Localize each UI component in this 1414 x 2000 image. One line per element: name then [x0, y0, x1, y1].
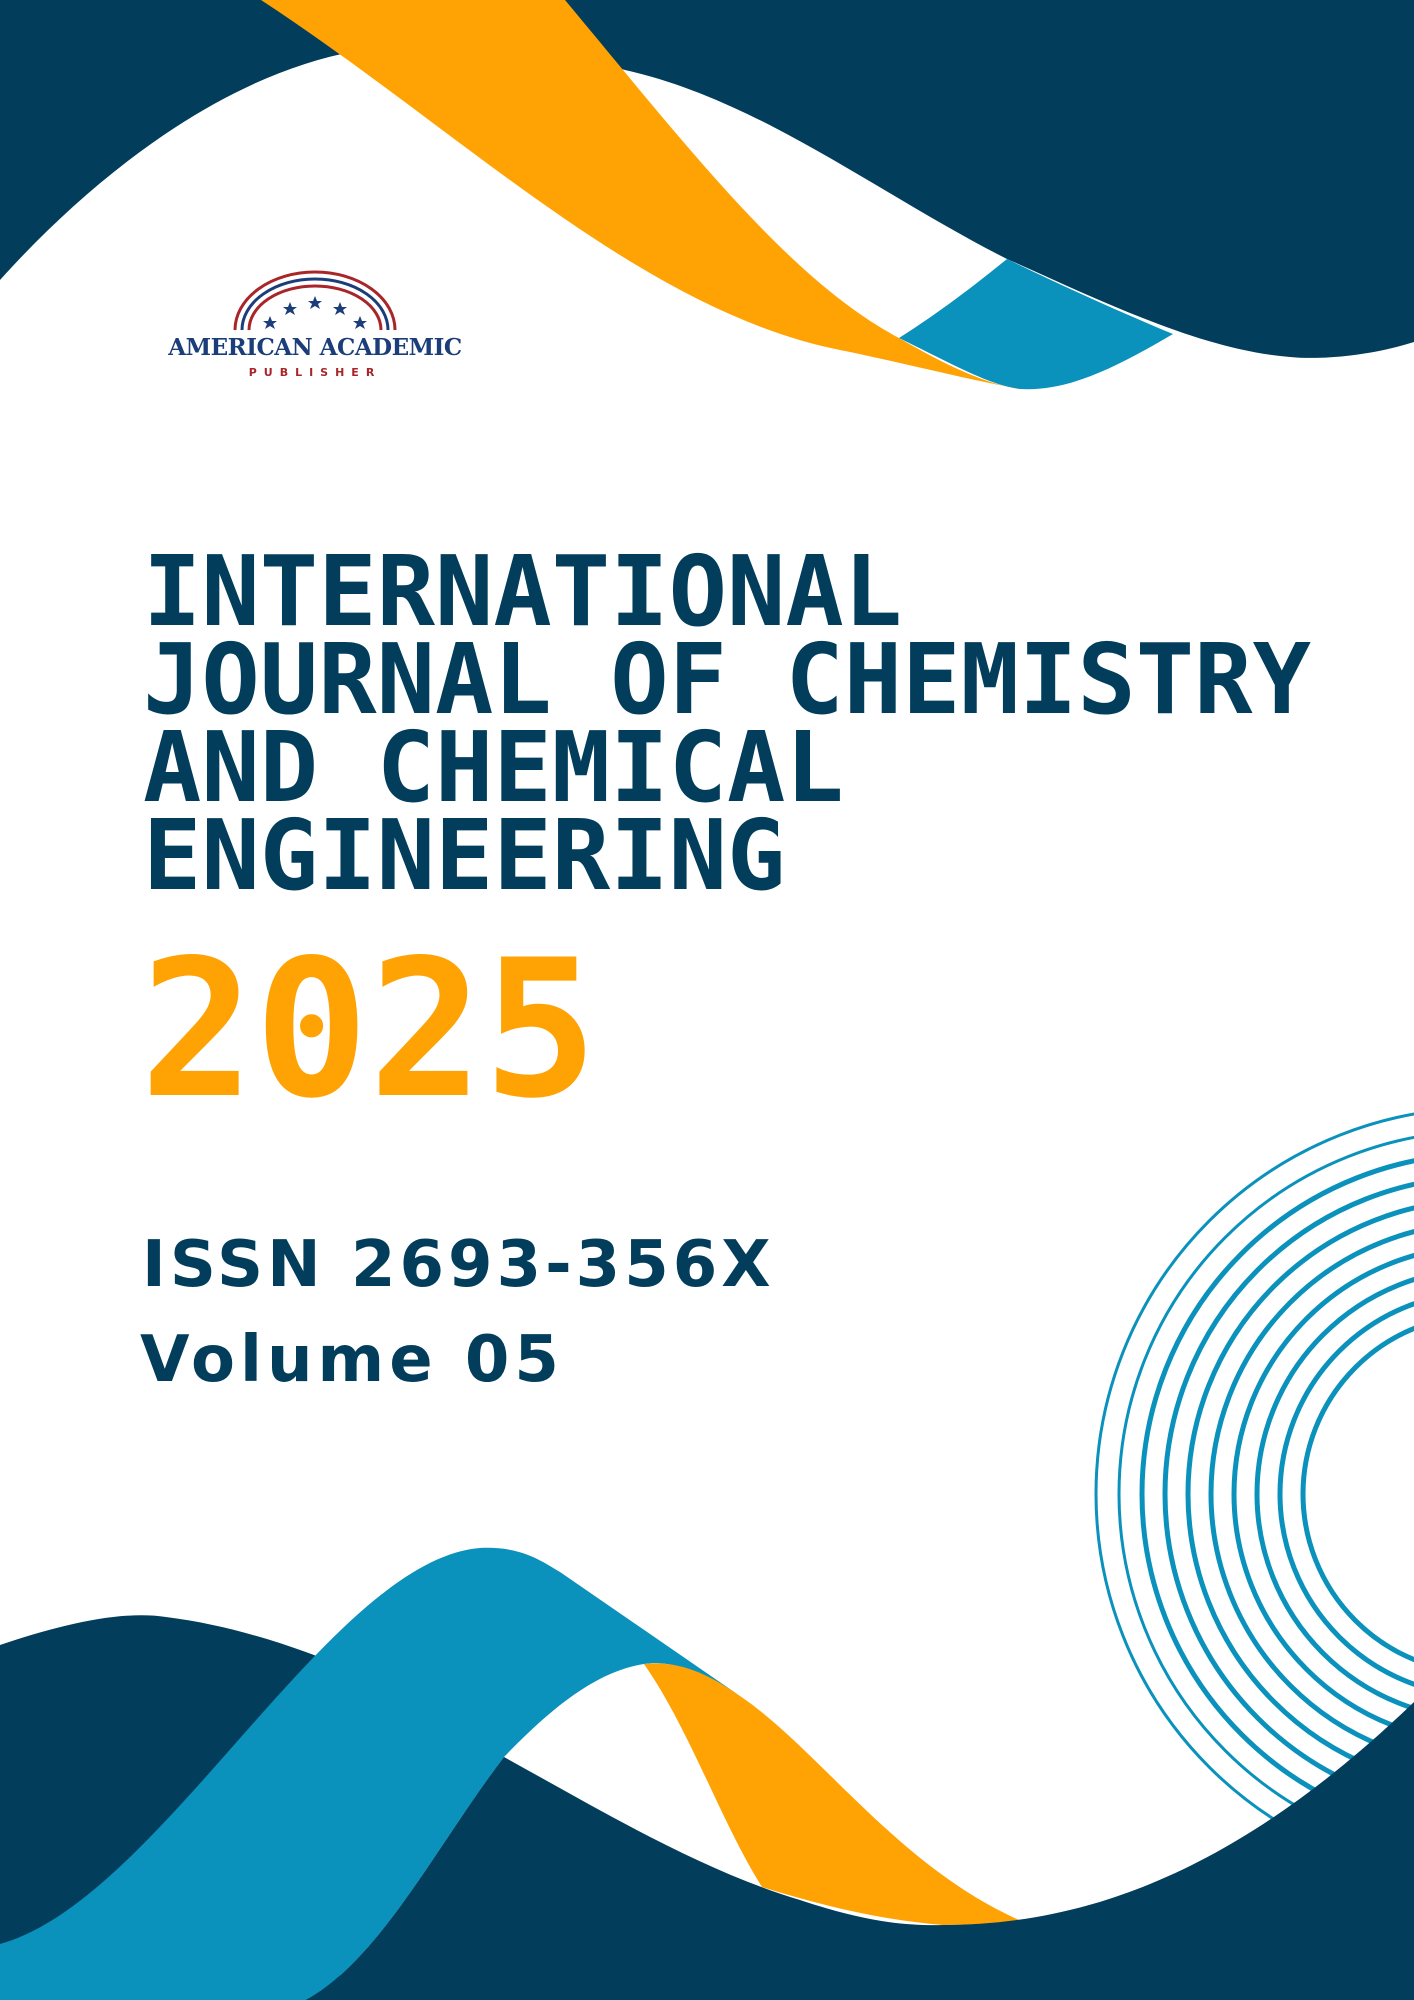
ring: [1231, 1252, 1414, 1736]
volume: Volume 05: [140, 1323, 564, 1397]
publisher-subtitle: PUBLISHER: [248, 366, 382, 379]
star-icon: [308, 296, 322, 309]
ring: [1254, 1276, 1414, 1712]
top-blue-ribbon: [899, 259, 1173, 390]
publisher-logo: AMERICAN ACADEMIC PUBLISHER: [150, 268, 480, 379]
star-icon: [263, 316, 277, 329]
title-line: ENGINEERING: [143, 799, 786, 912]
ring: [1117, 1135, 1414, 1853]
ring: [1277, 1301, 1414, 1687]
bottom-orange-ribbon: [644, 1663, 1026, 1925]
bottom-blue-ribbon: [0, 1547, 740, 2000]
title-line: AND CHEMICAL: [143, 711, 844, 824]
rainbow-stars-icon: [233, 270, 397, 331]
ring: [1208, 1229, 1414, 1759]
star-icon: [353, 316, 367, 329]
star-icon: [333, 302, 347, 315]
title-line: INTERNATIONAL: [143, 535, 903, 648]
ring: [1162, 1181, 1414, 1807]
journal-title: INTERNATIONAL JOURNAL OF CHEMISTRY AND CHE…: [143, 535, 1311, 912]
bottom-navy-front-wave: [306, 1702, 1414, 2000]
star-icon: [283, 302, 297, 315]
top-navy-wave: [0, 0, 1414, 358]
ring: [1300, 1325, 1414, 1663]
top-orange-ribbon: [261, 0, 1020, 389]
concentric-rings: [1094, 1112, 1414, 1876]
ring: [1094, 1112, 1414, 1876]
year: 2025: [140, 919, 598, 1140]
ring: [1139, 1158, 1414, 1830]
ring: [1185, 1205, 1414, 1783]
publisher-name: AMERICAN ACADEMIC: [168, 334, 462, 361]
issn: ISSN 2693-356X: [142, 1228, 775, 1302]
title-line: JOURNAL OF CHEMISTRY: [143, 623, 1311, 736]
